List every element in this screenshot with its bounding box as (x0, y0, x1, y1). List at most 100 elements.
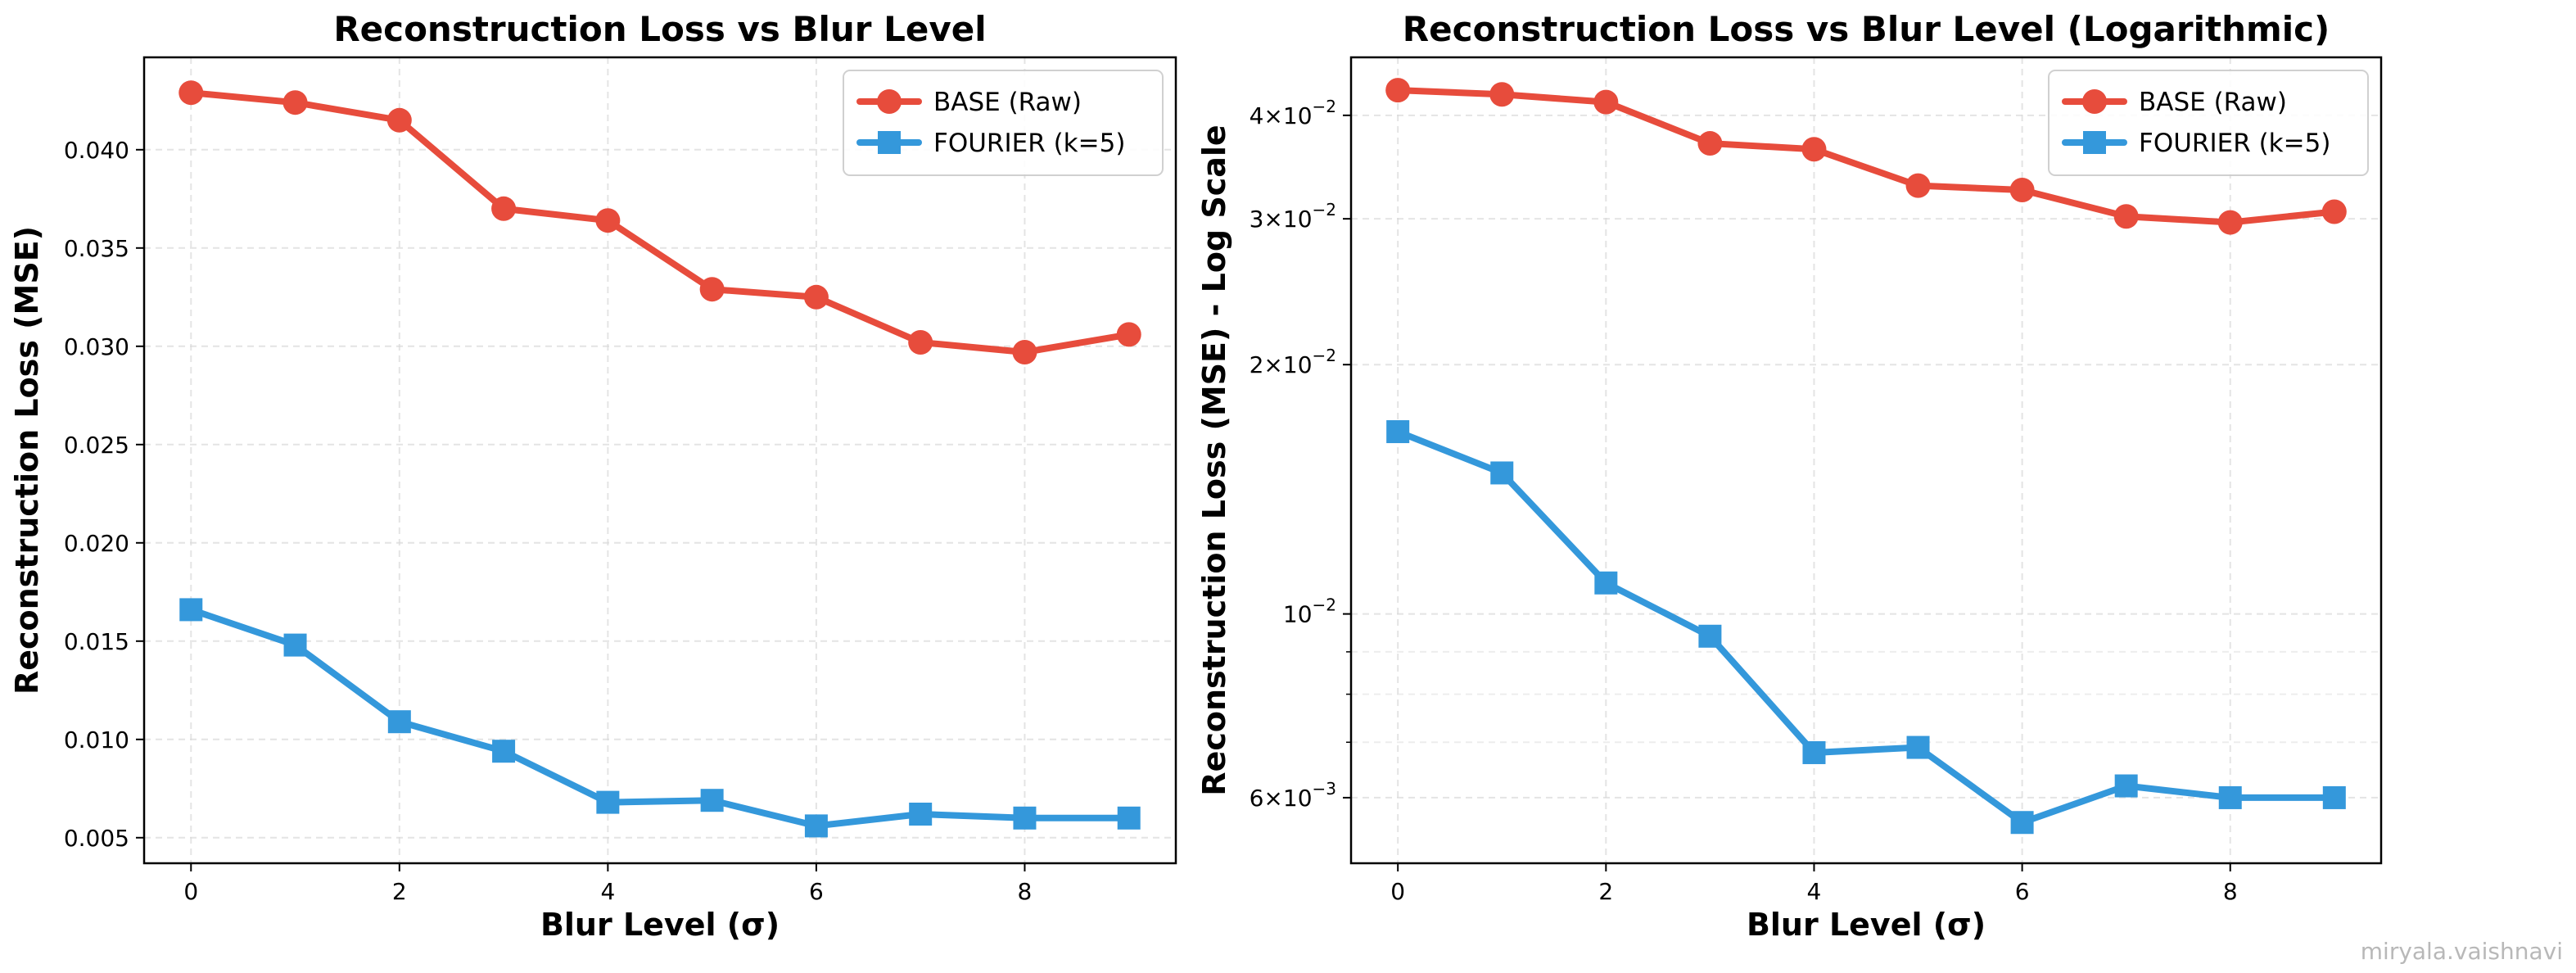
x-axis: 0 2 4 6 8 (1390, 863, 2238, 905)
data-point (1802, 740, 1826, 764)
data-point (699, 277, 725, 302)
x-axis-label: Blur Level (σ) (1747, 907, 1986, 943)
gridlines (1351, 57, 2381, 863)
series-fourier-k5 (1386, 420, 2346, 835)
legend-box (843, 70, 1164, 176)
data-point (2010, 811, 2034, 835)
data-point (179, 80, 204, 106)
legend-marker (877, 89, 902, 114)
y-tick-exponent: −2 (1313, 595, 1336, 615)
legend-box (2048, 70, 2369, 176)
y-tick-times: ×10 (1263, 206, 1312, 233)
legend-label: FOURIER (k=5) (933, 129, 1125, 158)
x-tick-label: 2 (1598, 878, 1613, 905)
y-tick-times: ×10 (1263, 351, 1312, 378)
data-point (2217, 210, 2243, 235)
plot-frame (1349, 56, 2383, 865)
y-tick-label: 0.005 (64, 825, 129, 852)
x-tick-label: 0 (183, 878, 198, 905)
data-point (179, 598, 203, 622)
x-tick-label: 8 (1018, 878, 1033, 905)
data-point (2322, 785, 2346, 809)
data-point (2114, 774, 2138, 798)
legend-marker (878, 131, 901, 154)
data-point (1385, 78, 1411, 103)
data-point (1117, 806, 1141, 830)
legend-marker (2083, 131, 2106, 154)
data-point (1489, 82, 1515, 107)
data-point (1012, 340, 1037, 364)
y-tick-label: 6×10−3 (1250, 779, 1336, 812)
x-tick-label: 2 (392, 878, 407, 905)
y-tick-label: 0.035 (64, 235, 129, 262)
data-point (700, 789, 724, 812)
y-tick-label: 0.015 (64, 628, 129, 655)
y-axis-label: Reconstruction Loss (MSE) (9, 226, 45, 695)
x-tick-label: 8 (2223, 878, 2238, 905)
legend-item: BASE (Raw) (2062, 88, 2287, 117)
chart-title: Reconstruction Loss vs Blur Level (Logar… (1403, 9, 2330, 49)
data-point (491, 196, 517, 221)
y-tick-label: 4×10−2 (1250, 97, 1336, 129)
y-tick-label: 0.025 (64, 432, 129, 459)
x-tick-label: 6 (809, 878, 824, 905)
data-point (282, 90, 308, 115)
data-point (387, 710, 411, 734)
data-point (1593, 89, 1619, 115)
data-point (386, 107, 412, 133)
y-tick-label: 0.010 (64, 726, 129, 754)
legend-item: FOURIER (k=5) (856, 129, 1125, 158)
y-tick-base: 6 (1250, 785, 1264, 812)
data-point (2113, 204, 2139, 229)
chart-2: 0 2 4 6 86×10−310−22×10−23×10−24×10−2Reconst… (1196, 9, 2383, 943)
data-point (1906, 735, 1930, 759)
legend-marker (2082, 89, 2107, 114)
series-line (188, 89, 1132, 355)
data-point (492, 740, 516, 763)
data-point (908, 330, 933, 355)
y-tick-times: ×10 (1263, 102, 1312, 129)
y-tick-times: ×10 (1263, 785, 1312, 812)
x-tick-label: 4 (1807, 878, 1822, 905)
y-axis: 6×10−310−22×10−23×10−24×10−2 (1250, 97, 1351, 812)
legend-item: FOURIER (k=5) (2062, 129, 2330, 158)
y-tick-base: 2 (1250, 351, 1264, 378)
y-tick-base: 4 (1250, 102, 1264, 129)
legend-label: BASE (Raw) (933, 88, 1082, 117)
data-point (804, 814, 828, 838)
x-axis-label: Blur Level (σ) (540, 907, 780, 943)
plot-frame (142, 56, 1177, 865)
legend-label: FOURIER (k=5) (2139, 129, 2330, 158)
data-point (803, 284, 829, 310)
y-tick-exponent: −2 (1313, 346, 1336, 365)
data-point (2321, 199, 2347, 224)
series-fourier-k5 (179, 598, 1141, 838)
data-point (2009, 178, 2035, 203)
y-tick-exponent: −2 (1313, 97, 1336, 116)
x-axis: 0 2 4 6 8 (183, 863, 1032, 905)
data-point (1697, 131, 1723, 156)
data-point (1698, 624, 1722, 648)
y-tick-label: 0.040 (64, 137, 129, 164)
data-point (596, 790, 620, 814)
y-tick-label: 10−2 (1283, 595, 1336, 628)
x-tick-label: 6 (2015, 878, 2030, 905)
data-point (909, 803, 933, 826)
y-axis: 0.005 0.010 0.015 0.020 0.025 0.030 0.035 0.040 (64, 137, 144, 852)
y-tick-exponent: −2 (1313, 200, 1336, 219)
data-point (2218, 785, 2242, 809)
data-point (595, 208, 621, 233)
data-point (1386, 420, 1410, 444)
chart-title: Reconstruction Loss vs Blur Level (333, 9, 986, 49)
legend: BASE (Raw) FOURIER (k=5) (2048, 70, 2369, 176)
x-tick-label: 0 (1390, 878, 1405, 905)
legend-label: BASE (Raw) (2139, 88, 2287, 117)
series-line (188, 606, 1132, 830)
legend: BASE (Raw) FOURIER (k=5) (843, 70, 1164, 176)
gridlines (144, 57, 1176, 863)
y-tick-exponent: −3 (1313, 779, 1336, 799)
series-base-raw (1385, 78, 2347, 235)
x-tick-label: 4 (600, 878, 615, 905)
